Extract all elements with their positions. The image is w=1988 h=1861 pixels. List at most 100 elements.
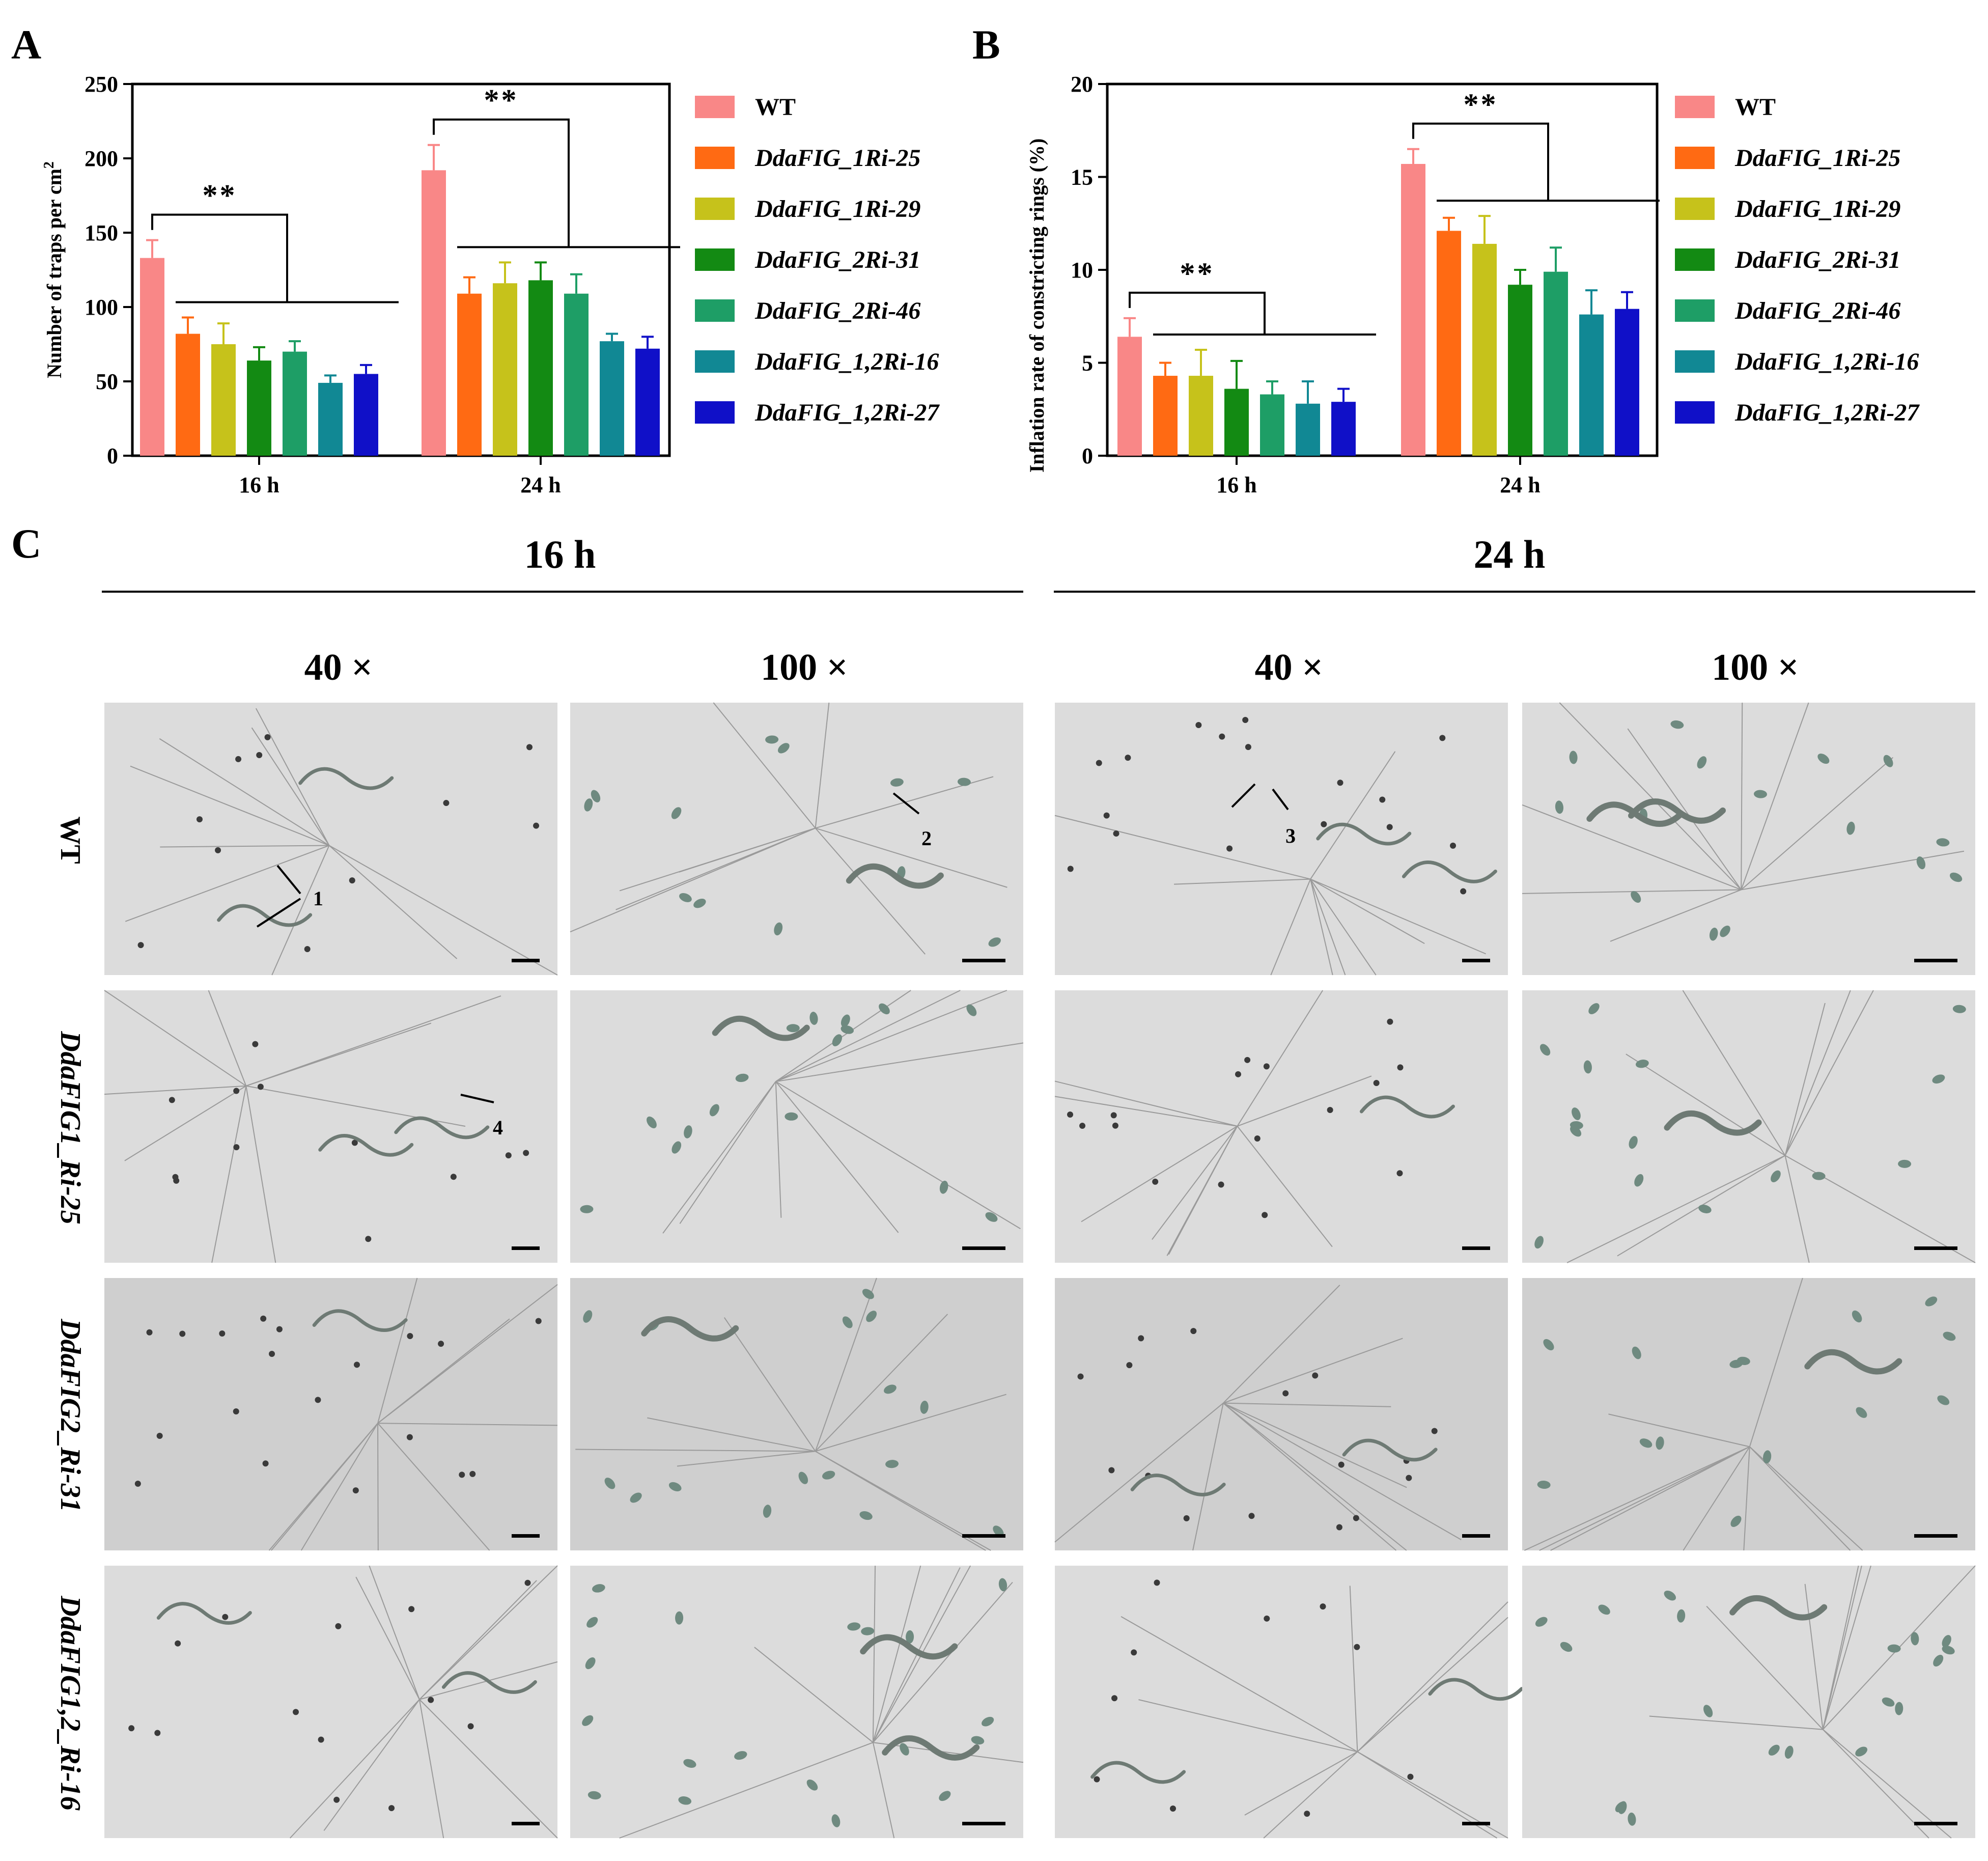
chartB-bar [1615,309,1639,456]
chartB-xtick-label: 16 h [1216,473,1256,497]
chartA-bar [528,280,553,456]
micrograph-panel [1054,703,1508,976]
chartA-legend-label: DdaFIG_1Ri-25 [754,145,920,172]
micrograph-grid [104,702,1976,1839]
micrograph-panel [104,990,557,1263]
chartA-legend-label: DdaFIG_2Ri-31 [754,246,920,273]
chartB-legend-swatch [1675,299,1715,322]
chartA-legend-label: WT [755,94,796,121]
chart-a: 0 50 100 150 200 250 16 h 24 h ** ** Number of … [41,72,940,497]
scale-bar [512,1246,540,1250]
chartB-legend-label: DdaFIG_1,2Ri-27 [1734,399,1920,426]
scale-bar [512,959,540,962]
micrograph-panel [104,1565,558,1839]
micrograph-panel [104,703,558,976]
chartA-ytick-label: 50 [96,369,118,394]
chartA-bar [457,293,482,456]
chartB-legend-swatch [1675,96,1715,118]
chartA-legend-label: DdaFIG_1Ri-29 [754,196,920,223]
panel-label-b: B [972,21,1000,68]
chartA-bar [564,293,589,456]
chartB-bar [1224,388,1249,456]
svg-text:4: 4 [493,1116,503,1139]
row-label-wt: WT [54,816,86,864]
micrograph-panel [1055,1566,1524,1839]
chart-b: 0 5 10 15 20 16 h 24 h ** ** Inflation rate of… [1025,72,1920,497]
chartA-ytick-label: 200 [85,146,118,171]
chartB-ytick-label: 5 [1082,351,1093,376]
micrograph-panel [570,990,1024,1263]
chartB-sig-bracket [1129,291,1266,335]
chartA-xtick-label: 16 h [239,473,279,497]
chartA-legend-swatch [695,198,735,220]
chartB-bar [1331,402,1356,456]
chartA-legend-swatch [695,401,735,424]
chartA-bar [493,283,517,456]
chartB-legend-swatch [1675,248,1715,271]
chartB-sig-marker: ** [1464,88,1498,121]
chartB-bar [1472,243,1497,456]
chartA-bar [176,334,200,456]
chartB-legend-swatch [1675,401,1715,424]
micrograph-panel [1522,702,1975,975]
chartB-legend-label: DdaFIG_1,2Ri-16 [1734,348,1919,375]
callout-1: 1 [256,865,323,928]
scale-bar [962,1822,1005,1825]
chartB-ytick-label: 0 [1082,443,1093,468]
row-label-fig2-ri31: DdaFIG2_Ri-31 [54,1318,86,1512]
chart-b-ylabel: Inflation rate of constricting rings (%) [1025,138,1048,473]
chartA-bar [140,258,164,456]
chartA-sig-bracket [151,213,288,302]
micrograph-panel [570,702,1023,975]
chartA-legend-swatch [695,248,735,271]
svg-text:2: 2 [921,827,932,850]
chartA-ytick-label: 0 [107,443,118,468]
chartA-sig-marker: ** [484,84,519,117]
chartA-legend-label: DdaFIG_2Ri-46 [754,297,920,324]
chartA-legend-label: DdaFIG_1,2Ri-27 [754,399,940,426]
chartA-legend-swatch [695,350,735,373]
chartA-bar [283,351,307,456]
row-label-fig12-ri16: DdaFIG1,2_Ri-16 [54,1595,86,1811]
chartB-legend-swatch [1675,147,1715,169]
chartA-bar [247,360,271,456]
micrograph-panel [1522,1565,1976,1839]
chartB-sig-bracket [1412,122,1549,201]
chartB-legend-swatch [1675,350,1715,373]
magnification-label: 100 × [1712,647,1799,688]
row-label-fig1-ri25: DdaFIG1_Ri-25 [54,1031,86,1225]
chartA-bar [422,170,446,456]
chartB-ytick-label: 20 [1071,72,1093,97]
chartB-ytick-label: 15 [1071,165,1093,190]
scale-bar [962,959,1005,962]
panel-label-a: A [11,21,41,68]
chartB-bar [1401,163,1425,456]
chartB-bar [1153,376,1178,456]
chartB-bar [1189,376,1213,456]
time-header-24h: 24 h [1474,532,1546,576]
callout-3: 3 [1231,783,1296,847]
svg-text:1: 1 [313,887,323,910]
chartB-legend-label: DdaFIG_1Ri-29 [1734,196,1900,223]
chartB-sig-marker: ** [1180,257,1215,290]
chartB-legend-label: DdaFIG_2Ri-31 [1734,246,1900,273]
chart-a-ylabel: Number of traps per cm2 [41,161,66,378]
micrograph-panel [1522,990,1976,1263]
scale-bar [1462,959,1490,962]
chartB-bar [1117,337,1142,456]
chartB-bar [1579,314,1604,456]
scale-bar [1462,1534,1490,1538]
chartB-bar [1260,394,1284,456]
svg-text:3: 3 [1285,824,1296,847]
chartB-legend-label: WT [1735,94,1776,121]
callout-4: 4 [460,1094,503,1139]
micrograph-panel [1054,1278,1508,1551]
chartB-legend-swatch [1675,198,1715,220]
micrograph-panel [570,1277,1023,1551]
panel-label-c: C [11,520,41,567]
micrograph-panel [1522,1277,1975,1551]
chartB-ytick-label: 10 [1071,258,1093,283]
chartA-legend-label: DdaFIG_1,2Ri-16 [754,348,939,375]
chartB-bar [1508,285,1532,456]
